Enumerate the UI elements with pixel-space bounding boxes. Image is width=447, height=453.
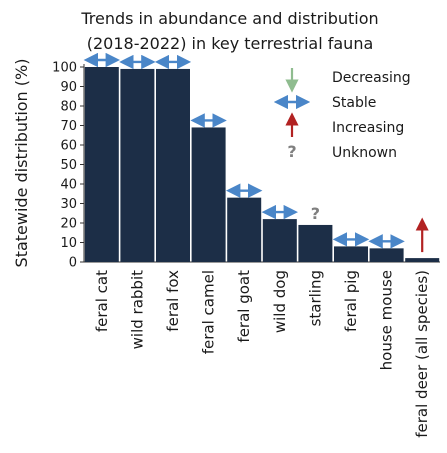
y-tick-label: 40 [60, 178, 77, 193]
bar [227, 197, 262, 262]
bar [84, 67, 119, 262]
y-tick-label: 50 [60, 158, 77, 173]
y-tick-label: 30 [60, 197, 77, 212]
chart-title: Trends in abundance and distribution [80, 9, 378, 28]
bar [369, 248, 404, 262]
x-tick-label: house mouse [378, 270, 396, 370]
chart-subtitle: (2018-2022) in key terrestrial fauna [87, 34, 374, 53]
y-tick-label: 60 [60, 139, 77, 154]
bar [298, 224, 333, 262]
x-tick-label: feral cat [93, 270, 111, 332]
y-tick-label: 10 [60, 236, 77, 251]
x-tick-label: feral goat [235, 270, 253, 343]
unknown-question-icon: ? [311, 204, 320, 223]
x-tick-label: feral camel [200, 270, 218, 354]
y-axis-title: Statewide distribution (%) [12, 59, 31, 268]
bar [262, 219, 297, 262]
legend: Decreasing Stable Increasing? Unknown [273, 68, 411, 161]
y-tick-label: 70 [60, 119, 77, 134]
x-tick-label: feral fox [164, 270, 182, 332]
x-axis-labels: feral cat wild rabbit feral fox feral camel… [93, 270, 431, 438]
legend-label: Stable [332, 95, 376, 111]
y-tick-label: 80 [60, 100, 77, 115]
question-mark-icon: ? [287, 142, 296, 161]
y-tick-label: 20 [60, 217, 77, 232]
trend-markers: ? [83, 52, 429, 253]
bar [120, 68, 155, 262]
bars [84, 67, 440, 262]
x-tick-label: feral pig [342, 270, 360, 332]
x-tick-label: feral deer (all species) [413, 270, 431, 438]
x-tick-label: wild rabbit [128, 270, 146, 349]
y-axis: 0 10 20 30 40 50 60 70 80 90 100 [52, 61, 440, 271]
bar [156, 68, 190, 262]
bar [334, 246, 368, 262]
y-tick-label: 100 [52, 61, 77, 76]
y-tick-label: 0 [69, 256, 77, 271]
bar [191, 127, 226, 262]
legend-label: Increasing [332, 120, 404, 136]
legend-label: Unknown [332, 145, 397, 161]
bar [405, 258, 440, 262]
legend-label: Decreasing [332, 70, 411, 86]
y-tick-label: 90 [60, 80, 77, 95]
x-tick-label: wild dog [271, 270, 289, 333]
x-tick-label: starling [306, 270, 324, 326]
